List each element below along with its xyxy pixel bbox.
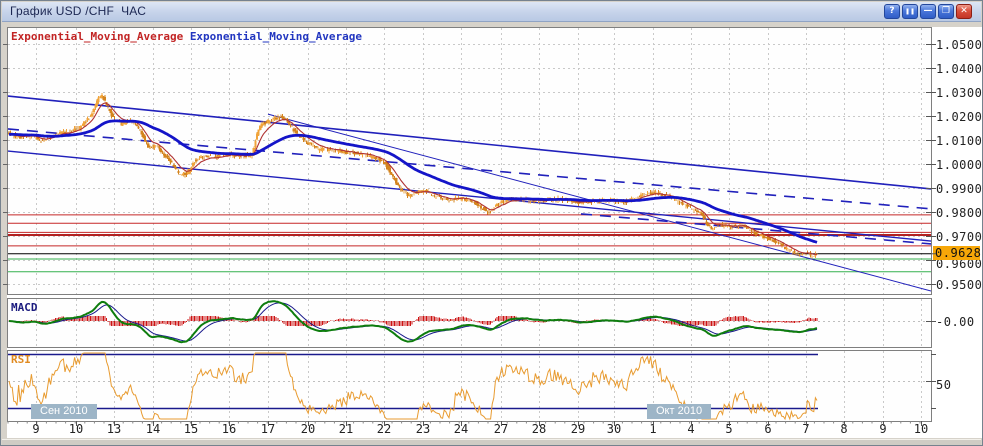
date-label: 9 <box>32 422 39 436</box>
price-scale-label: 0.9500 <box>936 278 982 292</box>
scale-ticks <box>926 45 931 285</box>
pause-button[interactable]: ❚❚ <box>902 4 918 19</box>
date-label: 21 <box>339 422 353 436</box>
date-label: 24 <box>454 422 468 436</box>
main-chart-panel[interactable] <box>7 27 932 295</box>
price-scale-label: 1.0100 <box>936 134 982 148</box>
date-label: 17 <box>261 422 275 436</box>
date-label: 5 <box>725 422 732 436</box>
date-label: 22 <box>377 422 391 436</box>
current-price-tag: 0.9628 <box>933 246 980 260</box>
rsi-panel[interactable] <box>7 350 932 422</box>
close-icon: ✕ <box>960 6 968 16</box>
horizontal-levels <box>8 215 931 272</box>
minimize-icon: — <box>924 6 933 16</box>
window-title: График USD /CHF ЧАС <box>10 4 146 18</box>
date-label: 29 <box>571 422 585 436</box>
date-label: 15 <box>184 422 198 436</box>
price-scale-label: 0.9800 <box>936 206 982 220</box>
price-scale-label: 1.0000 <box>936 158 982 172</box>
price-scale-label: 1.0200 <box>936 110 982 124</box>
date-label: 10 <box>914 422 928 436</box>
titlebar[interactable]: График USD /CHF ЧАС ? ❚❚ — ❐ ✕ <box>2 2 981 22</box>
minimize-button[interactable]: — <box>920 4 936 19</box>
macd-label: MACD <box>11 301 38 314</box>
rsi-grid <box>8 351 931 421</box>
date-label: 20 <box>301 422 315 436</box>
pause-icon: ❚❚ <box>905 8 915 15</box>
price-scale-label: 0.9900 <box>936 182 982 196</box>
ema-lines <box>9 103 817 254</box>
date-label: 9 <box>879 422 886 436</box>
main-chart-canvas[interactable] <box>8 28 931 294</box>
price-scale-label: 1.0500 <box>936 38 982 52</box>
status-strip <box>2 439 981 446</box>
restore-icon: ❐ <box>942 6 950 16</box>
date-label: 16 <box>222 422 236 436</box>
date-label: 30 <box>607 422 621 436</box>
date-label: 14 <box>146 422 160 436</box>
date-label: 28 <box>532 422 546 436</box>
date-label: 7 <box>802 422 809 436</box>
date-label: 10 <box>69 422 83 436</box>
month-tag-september: Сен 2010 <box>31 404 97 419</box>
help-button[interactable]: ? <box>884 4 900 19</box>
date-label: 27 <box>494 422 508 436</box>
rsi-value-label: 50 <box>936 378 982 392</box>
macd-panel[interactable] <box>7 298 932 348</box>
ema-slow-legend: Exponential_Moving_Average <box>190 30 362 43</box>
date-label: 4 <box>687 422 694 436</box>
date-label: 6 <box>764 422 771 436</box>
date-label: 1 <box>649 422 656 436</box>
chart-window: График USD /CHF ЧАС ? ❚❚ — ❐ ✕ Exponenti… <box>0 0 983 446</box>
month-tag-october: Окт 2010 <box>647 404 711 419</box>
price-scale-label: 1.0400 <box>936 62 982 76</box>
date-label: 8 <box>840 422 847 436</box>
date-label: 13 <box>107 422 121 436</box>
window-buttons: ? ❚❚ — ❐ ✕ <box>884 4 972 19</box>
price-scale-label: 1.0300 <box>936 86 982 100</box>
rsi-canvas[interactable] <box>8 351 931 421</box>
price-scale-label: 0.9700 <box>936 230 982 244</box>
date-label: 23 <box>416 422 430 436</box>
help-icon: ? <box>889 6 894 16</box>
ema-fast-legend: Exponential_Moving_Average <box>11 30 183 43</box>
macd-value-label: -0.00 <box>936 315 982 329</box>
rsi-label: RSI <box>11 353 31 366</box>
candlesticks <box>9 93 817 259</box>
restore-button[interactable]: ❐ <box>938 4 954 19</box>
close-button[interactable]: ✕ <box>956 4 972 19</box>
macd-canvas[interactable] <box>8 299 931 347</box>
indicator-legend: Exponential_Moving_Average Exponential_M… <box>11 30 362 43</box>
